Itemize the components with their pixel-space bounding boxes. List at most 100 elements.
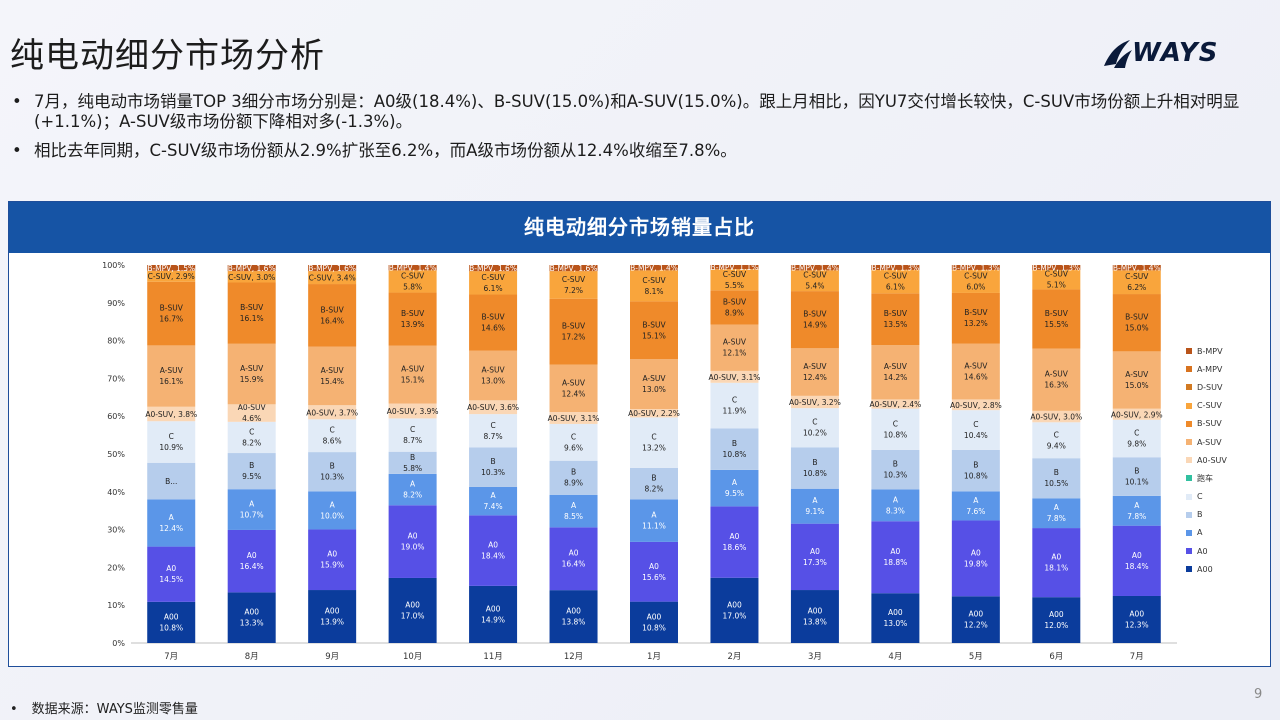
bar-segment <box>630 467 678 500</box>
data-label: A-SUV <box>964 361 988 370</box>
bar-segment <box>1112 595 1161 643</box>
data-label: B-SUV <box>723 297 747 306</box>
data-label: 8.1% <box>644 287 663 296</box>
data-label: A0-SUV, 3.6% <box>467 403 519 412</box>
bar-segment <box>790 395 839 409</box>
data-label: 19.8% <box>964 559 988 568</box>
bar-segment <box>1112 408 1161 420</box>
data-label: B-MPV, 1.6% <box>228 264 276 273</box>
data-label: B-SUV <box>642 320 666 329</box>
data-label: C-SUV <box>401 271 425 280</box>
data-label: 11.1% <box>642 522 666 531</box>
data-label: B <box>249 461 254 470</box>
data-label: 14.6% <box>964 372 988 381</box>
data-label: B-SUV <box>401 309 425 318</box>
data-label: 7.8% <box>1047 514 1066 523</box>
bar-segment <box>308 419 357 453</box>
bar-segment <box>790 291 839 349</box>
bar-segment <box>871 408 920 450</box>
data-label: C-SUV <box>1045 270 1069 279</box>
data-label: 7.2% <box>564 286 583 295</box>
data-label: A0-SUV, 3.1% <box>709 373 761 382</box>
data-label: C <box>973 420 978 429</box>
data-label: A-SUV <box>803 362 827 371</box>
bar-segment <box>790 488 839 524</box>
bar-segment <box>790 590 839 643</box>
bar-segment <box>388 265 437 271</box>
data-label: C-SUV <box>723 270 747 279</box>
bar-segment <box>951 410 1000 450</box>
data-label: B <box>490 457 495 466</box>
data-label: A <box>571 501 577 510</box>
legend-item: A <box>1186 524 1266 542</box>
data-label: A0 <box>247 551 257 560</box>
bar-segment <box>1112 270 1161 295</box>
data-label: 13.0% <box>481 376 505 385</box>
data-label: 10.2% <box>803 429 827 438</box>
legend-label: B-MPV <box>1197 346 1223 356</box>
data-label: A0 <box>569 549 579 558</box>
bar-segment <box>147 265 196 271</box>
data-label: 9.5% <box>242 472 261 481</box>
legend-item: 跑车 <box>1186 469 1266 487</box>
data-label: 12.4% <box>803 373 827 382</box>
bar-segment <box>871 293 920 346</box>
bar-segment <box>1112 294 1161 352</box>
bar-segment <box>790 348 839 396</box>
legend-label: B-SUV <box>1197 419 1222 429</box>
data-label: C-SUV <box>481 273 505 282</box>
data-label: A00 <box>1049 610 1064 619</box>
data-label: A0-SUV, 3.0% <box>1030 413 1082 422</box>
data-label: A <box>491 491 497 500</box>
y-tick-label: 30% <box>107 526 125 535</box>
data-label: 16.1% <box>159 377 183 386</box>
bar-segment <box>388 345 437 404</box>
bar-segment <box>469 400 518 415</box>
bar-segment <box>790 447 839 489</box>
data-label: A00 <box>1129 609 1144 618</box>
x-tick-label: 11月 <box>483 652 502 662</box>
data-label: 12.4% <box>159 524 183 533</box>
data-label: A00 <box>647 612 662 621</box>
data-label: A0-SUV, 2.9% <box>1111 410 1163 419</box>
data-label: 8.7% <box>403 436 422 445</box>
data-label: A0 <box>1132 551 1142 560</box>
bar-segment <box>1112 419 1161 458</box>
bar-segment <box>308 452 357 492</box>
bar-segment <box>630 417 678 468</box>
data-label: 12.1% <box>723 349 747 358</box>
bar-segment <box>710 382 759 429</box>
data-label: C-SUV <box>562 275 586 284</box>
data-label: B-SUV <box>803 310 827 319</box>
data-label: 10.7% <box>240 511 264 520</box>
data-label: B-SUV <box>321 305 345 314</box>
legend-item: D-SUV <box>1186 378 1266 396</box>
data-label: B... <box>165 477 177 486</box>
data-label: 8.6% <box>323 437 342 446</box>
data-label: 5.1% <box>1047 281 1066 290</box>
data-label: 15.0% <box>1125 324 1149 333</box>
data-label: B-MPV, 1.3% <box>952 263 1000 272</box>
data-label: B-MPV, 1.6% <box>550 264 598 273</box>
bar-segment <box>469 271 518 295</box>
data-label: 8.9% <box>564 479 583 488</box>
data-label: C <box>893 419 898 428</box>
bar-segment <box>871 265 920 270</box>
bar-segment <box>388 403 437 419</box>
bar-segment <box>227 453 276 490</box>
data-label: B <box>410 453 415 462</box>
data-label: A0-SUV, 3.1% <box>548 414 600 423</box>
y-tick-label: 50% <box>107 450 125 459</box>
bar-segment <box>308 529 357 591</box>
data-label: 11.9% <box>723 407 747 416</box>
data-label: 13.8% <box>803 618 827 627</box>
data-label: A-SUV <box>482 365 506 374</box>
bar-segment <box>790 270 839 292</box>
data-label: 10.4% <box>964 431 988 440</box>
data-label: B-SUV <box>964 308 988 317</box>
bar-segment <box>308 265 357 272</box>
data-label: A <box>893 495 899 504</box>
data-label: 13.0% <box>642 385 666 394</box>
data-label: 13.9% <box>401 320 425 329</box>
bar-segment <box>1032 265 1081 270</box>
